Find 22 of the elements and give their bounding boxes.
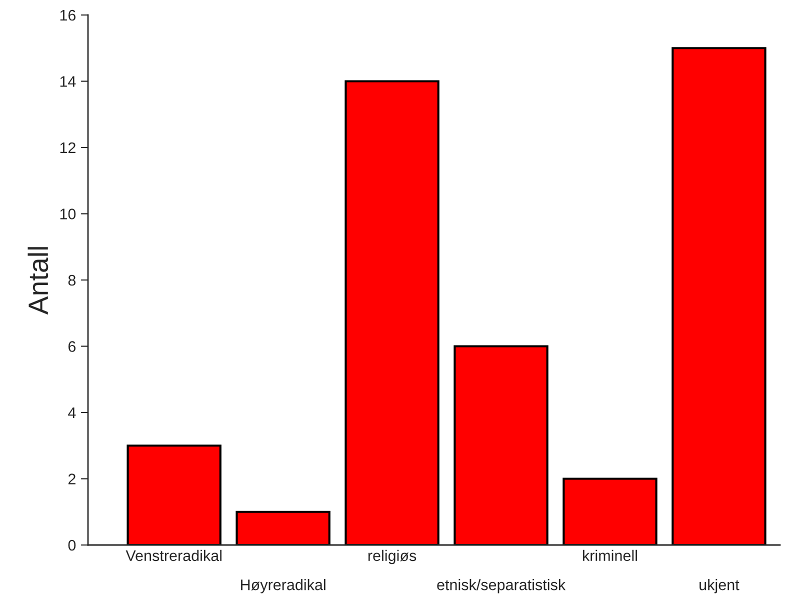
bar <box>562 478 658 545</box>
x-tick-label: Venstreradikal <box>126 550 222 562</box>
y-tick-label: 14 <box>60 76 76 87</box>
y-tick-label: 6 <box>68 341 76 352</box>
bar <box>672 47 766 545</box>
bar <box>454 345 548 545</box>
x-tick-label: ukjent <box>700 579 740 594</box>
x-tick-label: kriminell <box>583 550 637 562</box>
x-tick-label: religiøs <box>368 550 416 564</box>
y-tick-label: 8 <box>68 274 76 286</box>
bar <box>126 444 222 545</box>
y-tick-label: 16 <box>60 10 76 21</box>
y-tick-label: 10 <box>60 208 76 220</box>
x-tick-label: Høyreradikal <box>241 579 326 594</box>
y-tick-label: 0 <box>68 540 76 551</box>
x-tick-label: etnisk/separatistisk <box>437 579 566 594</box>
y-axis-title: Antall <box>28 247 48 315</box>
y-tick-label: 2 <box>68 474 76 484</box>
y-tick-label: 4 <box>68 408 76 418</box>
bar <box>344 80 440 545</box>
bar <box>236 510 330 545</box>
y-tick-label: 12 <box>60 142 76 154</box>
